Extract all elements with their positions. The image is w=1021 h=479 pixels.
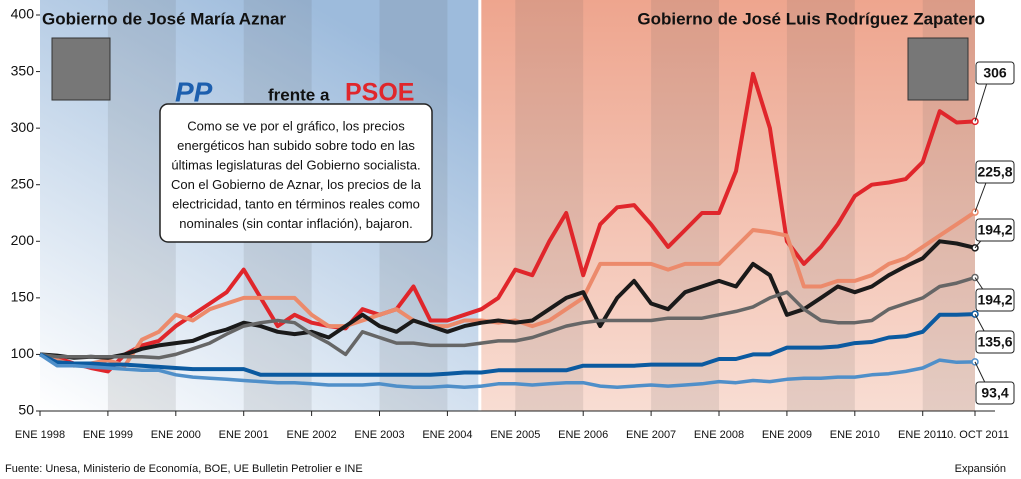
x-tick-label: ENE 2000	[151, 429, 201, 441]
logo-text: frente a	[268, 85, 330, 104]
y-tick-label: 350	[11, 62, 35, 78]
annotation-line: últimas legislaturas del Gobierno social…	[171, 157, 420, 172]
logo-psoe: PSOE	[345, 79, 414, 107]
y-tick-label: 200	[11, 232, 35, 248]
annotation-line: Como se ve por el gráfico, los precios	[187, 118, 405, 133]
year-band	[651, 0, 719, 411]
x-tick-label: ENE 2008	[694, 429, 744, 441]
end-label: 194,2	[977, 222, 1012, 238]
chart: 50 100 150 200 250 300 350 400 ENE 1998 ENE 1999 E…	[0, 0, 1021, 479]
page: 50 100 150 200 250 300 350 400 ENE 1998 ENE 1999 E…	[0, 0, 1021, 479]
end-label: 135,6	[977, 334, 1012, 350]
y-tick-label: 300	[11, 119, 35, 135]
logo-pp: PP	[175, 76, 213, 107]
credit: Expansión	[955, 463, 1006, 475]
y-tick-label: 50	[18, 402, 34, 418]
annotation-line: Con el Gobierno de Aznar, los precios de…	[171, 177, 422, 192]
x-tick-label: ENE 2001	[219, 429, 269, 441]
photo-aznar	[52, 38, 110, 100]
end-label: 225,8	[977, 164, 1012, 180]
x-tick-label: ENE 2005	[490, 429, 540, 441]
x-tick-label: ENE 2006	[558, 429, 608, 441]
annotation-line: energéticos han subido sobre todo en las	[177, 138, 415, 153]
x-tick-label: ENE 2002	[287, 429, 337, 441]
y-tick-label: 150	[11, 289, 35, 305]
period-divider	[478, 0, 481, 411]
period-title: Gobierno de José María Aznar	[42, 9, 286, 28]
x-tick-label: ENE 2009	[762, 429, 812, 441]
end-label: 93,4	[981, 385, 1008, 401]
photo-zapatero	[908, 38, 968, 100]
x-tick-label: ENE 2004	[422, 429, 472, 441]
y-tick-label: 100	[11, 345, 35, 361]
x-tick-label: ENE 2003	[354, 429, 404, 441]
x-tick-label: ENE 1998	[15, 429, 65, 441]
y-tick-label: 400	[11, 6, 35, 22]
end-label: 194,2	[977, 292, 1012, 308]
x-tick-label: ENE 2007	[626, 429, 676, 441]
period-title: Gobierno de José Luis Rodríguez Zapatero	[637, 9, 985, 28]
y-tick-label: 250	[11, 175, 35, 191]
x-tick-label: ENE 1999	[83, 429, 133, 441]
annotation-line: nominales (sin contar inflación), bajaro…	[179, 216, 412, 231]
source: Fuente: Unesa, Ministerio de Economía, B…	[5, 463, 363, 475]
end-label: 306	[983, 65, 1007, 81]
x-tick-label: ENE 2010	[830, 429, 880, 441]
annotation-line: electricidad, tanto en términos reales c…	[172, 196, 420, 211]
year-band	[515, 0, 583, 411]
x-tick-label: 10. OCT 2011	[941, 429, 1009, 441]
